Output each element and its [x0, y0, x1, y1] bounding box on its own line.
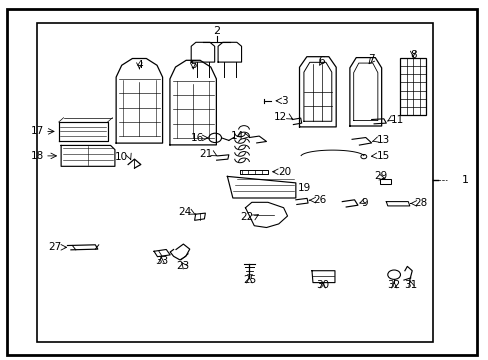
Text: 13: 13 [376, 135, 389, 145]
Text: 26: 26 [312, 195, 325, 205]
Text: 1: 1 [461, 175, 468, 185]
Bar [37, 23, 432, 342]
Text: 28: 28 [414, 198, 427, 208]
Text: 31: 31 [403, 280, 417, 290]
Text: 22: 22 [240, 212, 253, 222]
Text: 27: 27 [48, 242, 61, 252]
Bar [400, 58, 425, 115]
Text: 9: 9 [361, 198, 368, 208]
Text: 23: 23 [176, 261, 190, 271]
Text: 8: 8 [409, 50, 416, 60]
Text: 18: 18 [31, 151, 44, 161]
Text: 32: 32 [386, 280, 400, 290]
Text: 21: 21 [199, 149, 212, 159]
Bar [380, 179, 390, 184]
Text: 24: 24 [178, 207, 191, 217]
Text: 19: 19 [298, 183, 311, 193]
Text: 6: 6 [317, 56, 324, 66]
Text: 11: 11 [390, 114, 404, 125]
Text: 29: 29 [373, 171, 386, 181]
Text: 7: 7 [367, 54, 374, 64]
Text: 16: 16 [191, 133, 204, 143]
Text: 20: 20 [278, 167, 291, 177]
Text: 10: 10 [115, 152, 128, 162]
Text: 5: 5 [189, 60, 196, 70]
Text: 17: 17 [31, 126, 44, 136]
Text: 14: 14 [231, 131, 244, 141]
Text: 25: 25 [242, 275, 256, 285]
Text: 15: 15 [376, 151, 389, 161]
Text: 12: 12 [274, 112, 287, 122]
Text: 30: 30 [316, 280, 328, 290]
Text: 2: 2 [213, 26, 220, 36]
Text: 3: 3 [280, 96, 287, 106]
Text: 4: 4 [136, 60, 142, 70]
Text: 33: 33 [154, 256, 168, 266]
